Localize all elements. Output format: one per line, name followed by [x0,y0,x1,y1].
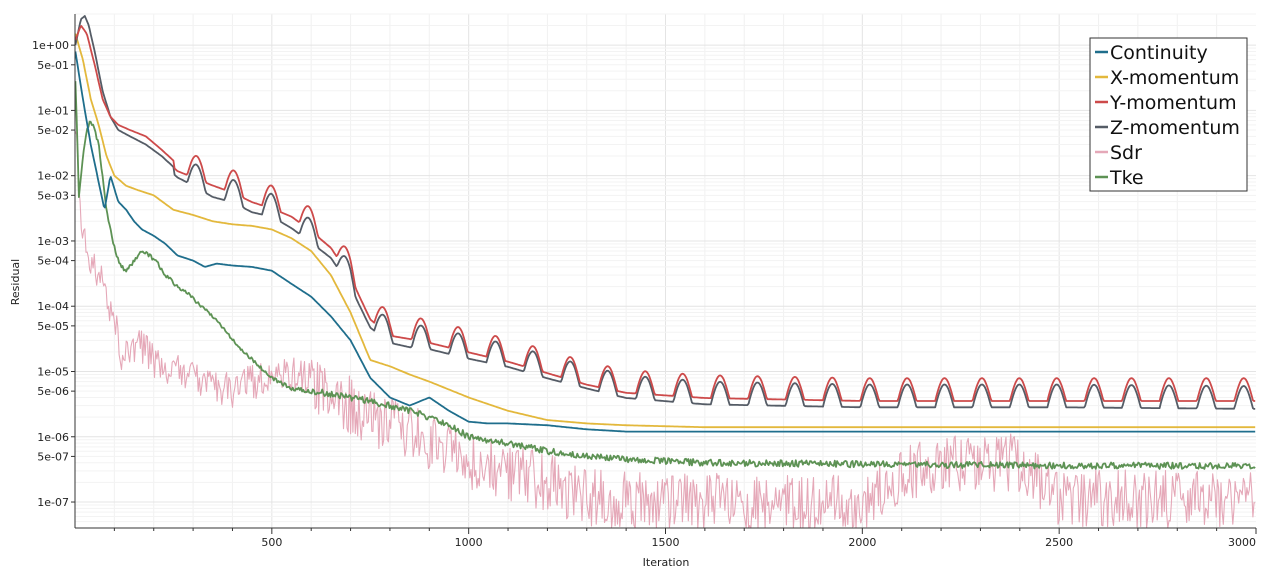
series-lines [74,15,1256,529]
x-tick-label: 500 [261,536,282,549]
x-axis-title: Iteration [643,556,690,569]
y-tick-label: 1e-02 [37,170,69,183]
y-tick-label: 1e-04 [37,300,69,313]
y-axis-title: Residual [9,259,22,305]
y-axis-ticks: 1e+00 5e-01 1e-01 5e-02 1e-02 5e-03 1e-03 5e-04… [32,39,75,509]
legend-box [1089,37,1248,192]
series-line-z-momentum [74,15,1256,410]
x-tick-label: 1000 [455,536,483,549]
series-line-sdr [74,131,1256,529]
series-line-continuity [74,51,1256,433]
y-tick-label: 5e-03 [37,189,69,202]
grid [75,13,1256,529]
legend-label: X-momentum [1110,67,1239,89]
legend-label: Z-momentum [1110,117,1240,139]
legend: Continuity X-momentum Y-momentum Z-momentum… [1089,37,1248,192]
y-tick-label: 5e-06 [37,385,69,398]
y-tick-label: 5e-02 [37,124,69,137]
legend-label: Tke [1109,167,1144,189]
y-tick-label: 1e+00 [32,39,69,52]
y-tick-label: 5e-01 [37,59,69,72]
x-tick-label: 2500 [1045,536,1073,549]
y-tick-label: 1e-01 [37,104,69,117]
y-tick-label: 5e-05 [37,320,69,333]
y-tick-label: 5e-07 [37,450,69,463]
y-tick-label: 1e-07 [37,496,69,509]
legend-label: Sdr [1110,142,1142,164]
x-tick-label: 1500 [652,536,680,549]
series-line-tke [74,81,1256,470]
legend-label: Y-momentum [1109,92,1237,114]
x-axis-ticks: 500 1000 1500 2000 2500 3000 [113,528,1257,549]
y-tick-label: 1e-03 [37,235,69,248]
series-line-y-momentum [74,25,1256,402]
legend-label: Continuity [1110,42,1208,64]
y-tick-label: 5e-04 [37,255,69,268]
x-tick-label: 3000 [1228,536,1256,549]
y-tick-label: 1e-05 [37,365,69,378]
series-line-x-momentum [74,33,1256,429]
x-tick-label: 2000 [848,536,876,549]
y-tick-label: 1e-06 [37,431,69,444]
